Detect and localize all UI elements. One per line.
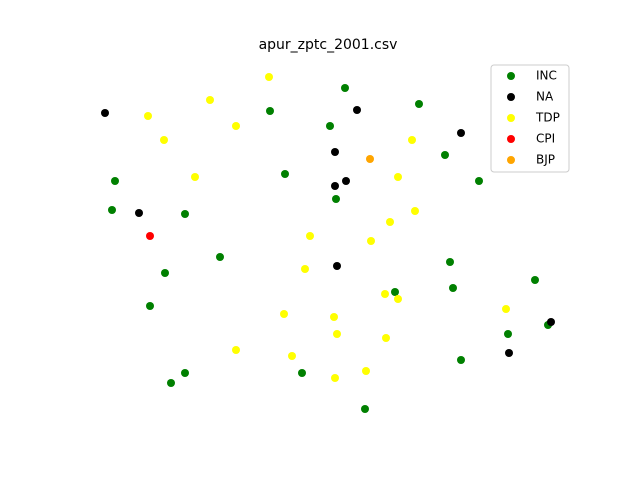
point [408,136,416,144]
point [331,182,339,190]
legend-label: NA [536,90,554,104]
point [146,232,154,240]
point [547,318,555,326]
legend-marker [507,72,515,80]
point [415,100,423,108]
point [333,262,341,270]
point [342,177,350,185]
point [216,253,224,261]
point [161,269,169,277]
point [333,330,341,338]
point [266,107,274,115]
point [135,209,143,217]
legend-label: TDP [535,111,560,125]
point [361,405,369,413]
point [146,302,154,310]
point [411,207,419,215]
point [301,265,309,273]
point [366,155,374,163]
point [504,330,512,338]
point [441,151,449,159]
point [101,109,109,117]
point [386,218,394,226]
point [332,195,340,203]
legend-marker [507,93,515,101]
point [330,313,338,321]
point [191,173,199,181]
point [331,148,339,156]
point [449,284,457,292]
point [144,112,152,120]
point [505,349,513,357]
legend-marker [507,156,515,164]
legend-label: CPI [536,132,555,146]
point [181,369,189,377]
legend-marker [507,135,515,143]
point [341,84,349,92]
point [457,129,465,137]
chart-title: apur_zptc_2001.csv [259,37,398,53]
point [108,206,116,214]
point [367,237,375,245]
point [280,310,288,318]
point [381,290,389,298]
legend-label: INC [536,69,557,83]
point [353,106,361,114]
legend-label: BJP [536,153,555,167]
point [160,136,168,144]
point [306,232,314,240]
point [232,346,240,354]
point [298,369,306,377]
point [502,305,510,313]
point [457,356,465,364]
point [111,177,119,185]
point [206,96,214,104]
point [331,374,339,382]
point [362,367,370,375]
point [181,210,189,218]
point [394,173,402,181]
point [288,352,296,360]
point [326,122,334,130]
legend-marker [507,114,515,122]
point [167,379,175,387]
point [394,295,402,303]
point [391,288,399,296]
point [531,276,539,284]
point [446,258,454,266]
point [232,122,240,130]
point [475,177,483,185]
legend-box [490,64,570,173]
point [281,170,289,178]
point [265,73,273,81]
point [382,334,390,342]
